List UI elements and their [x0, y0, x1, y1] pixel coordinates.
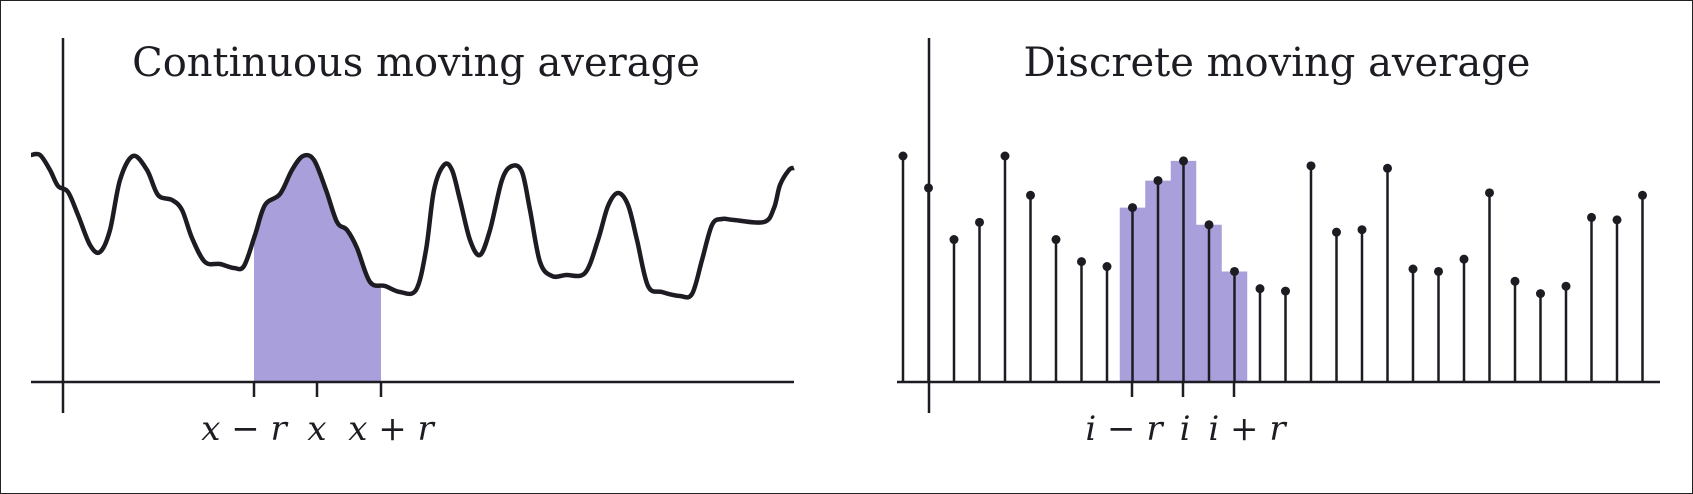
sample-point	[924, 183, 933, 193]
signal-curve	[30, 151, 795, 300]
sample-point	[1230, 266, 1239, 276]
discrete-title: Discrete moving average	[1024, 40, 1531, 86]
sample-point	[1077, 257, 1086, 267]
sample-point	[1306, 161, 1316, 171]
sample-point	[1051, 235, 1061, 245]
sample-point	[1204, 220, 1214, 230]
window-area	[254, 155, 381, 382]
sample-point	[898, 151, 908, 161]
sample-point	[1153, 176, 1163, 186]
label-x: x	[307, 409, 326, 449]
sample-point	[1485, 188, 1494, 198]
sample-stems	[898, 151, 1647, 382]
sample-point	[1638, 190, 1647, 200]
sample-point	[1281, 286, 1290, 296]
sample-point	[1561, 281, 1571, 291]
sample-point	[1459, 254, 1469, 264]
label-x-plus-r: x + r	[348, 409, 435, 449]
sample-point	[949, 235, 959, 245]
sample-point	[1000, 151, 1010, 161]
continuous-title: Continuous moving average	[132, 40, 700, 86]
sample-point	[1332, 227, 1341, 237]
label-i-plus-r: i + r	[1208, 409, 1287, 449]
sample-point	[1612, 215, 1622, 225]
sample-point	[1026, 190, 1035, 200]
label-i: i	[1180, 409, 1191, 449]
sample-point	[1408, 264, 1418, 274]
sample-point	[1383, 163, 1392, 173]
sample-point	[1128, 203, 1137, 213]
label-x-minus-r: x − r	[201, 409, 288, 449]
sample-point	[975, 217, 984, 227]
continuous-panel: Continuous moving average x − r x x + r	[30, 38, 795, 449]
sample-point	[1510, 276, 1520, 286]
sample-point	[1587, 212, 1596, 222]
sample-point	[1357, 225, 1367, 235]
label-i-minus-r: i − r	[1085, 409, 1164, 449]
sample-point	[1255, 284, 1265, 294]
sample-point	[1434, 266, 1443, 276]
sample-point	[1102, 262, 1112, 272]
discrete-panel: Discrete moving average i − r i i + r	[897, 38, 1660, 449]
sample-point	[1536, 289, 1545, 299]
sample-point	[1179, 156, 1188, 166]
